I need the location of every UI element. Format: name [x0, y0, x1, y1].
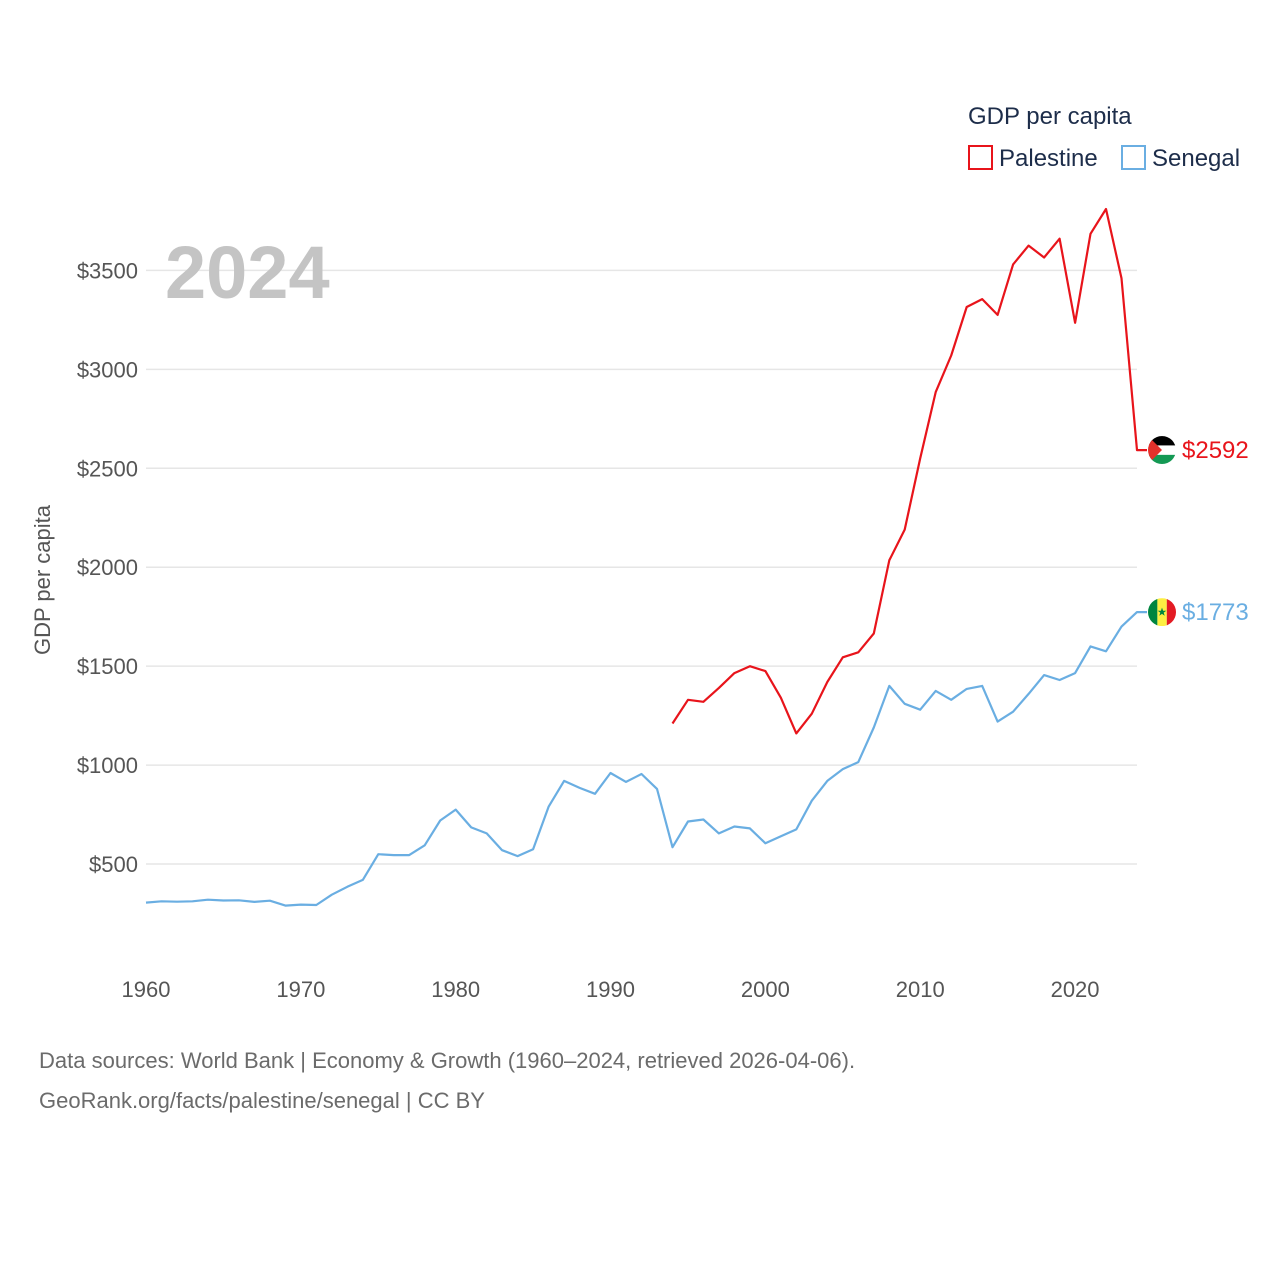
x-tick-label: 1970	[276, 977, 325, 1002]
x-tick-label: 2020	[1051, 977, 1100, 1002]
legend-label-palestine[interactable]: Palestine	[999, 145, 1098, 172]
series-lines	[145, 207, 1148, 907]
palestine-flag-icon	[1148, 436, 1176, 465]
palestine-end-marker: $2592	[1148, 436, 1249, 465]
series-line-palestine[interactable]	[671, 207, 1148, 735]
senegal-end-marker: $1773	[1148, 598, 1249, 627]
palestine-end-value: $2592	[1182, 437, 1249, 464]
senegal-flag-icon	[1148, 598, 1176, 627]
x-tick-label: 1990	[586, 977, 635, 1002]
x-tick-label: 2000	[741, 977, 790, 1002]
legend-swatch-palestine[interactable]	[968, 145, 993, 170]
current-year-label: 2024	[165, 231, 330, 314]
x-tick-label: 1980	[431, 977, 480, 1002]
y-tick-label: $3500	[77, 258, 138, 283]
legend: GDP per capita Palestine Senegal	[968, 103, 1240, 172]
y-tick-label: $2500	[77, 456, 138, 481]
gridlines	[146, 269, 1137, 865]
y-tick-label: $500	[89, 852, 138, 877]
legend-label-senegal[interactable]: Senegal	[1152, 145, 1240, 172]
y-tick-label: $1500	[77, 654, 138, 679]
footer-source: Data sources: World Bank | Economy & Gro…	[39, 1048, 855, 1073]
x-tick-label: 2010	[896, 977, 945, 1002]
y-tick-label: $3000	[77, 357, 138, 382]
y-tick-label: $2000	[77, 555, 138, 580]
footer-attribution[interactable]: GeoRank.org/facts/palestine/senegal | CC…	[39, 1088, 485, 1113]
legend-title: GDP per capita	[968, 103, 1132, 130]
series-line-senegal[interactable]	[145, 610, 1147, 907]
x-tick-label: 1960	[122, 977, 171, 1002]
y-tick-label: $1000	[77, 753, 138, 778]
legend-swatch-senegal[interactable]	[1121, 145, 1146, 170]
senegal-end-value: $1773	[1182, 599, 1249, 626]
y-axis-label: GDP per capita	[30, 504, 55, 655]
x-axis-ticks: 1960 1970 1980 1990 2000 2010 2020	[122, 977, 1100, 1002]
y-axis-ticks: $500 $1000 $1500 $2000 $2500 $3000 $3500	[77, 258, 138, 877]
